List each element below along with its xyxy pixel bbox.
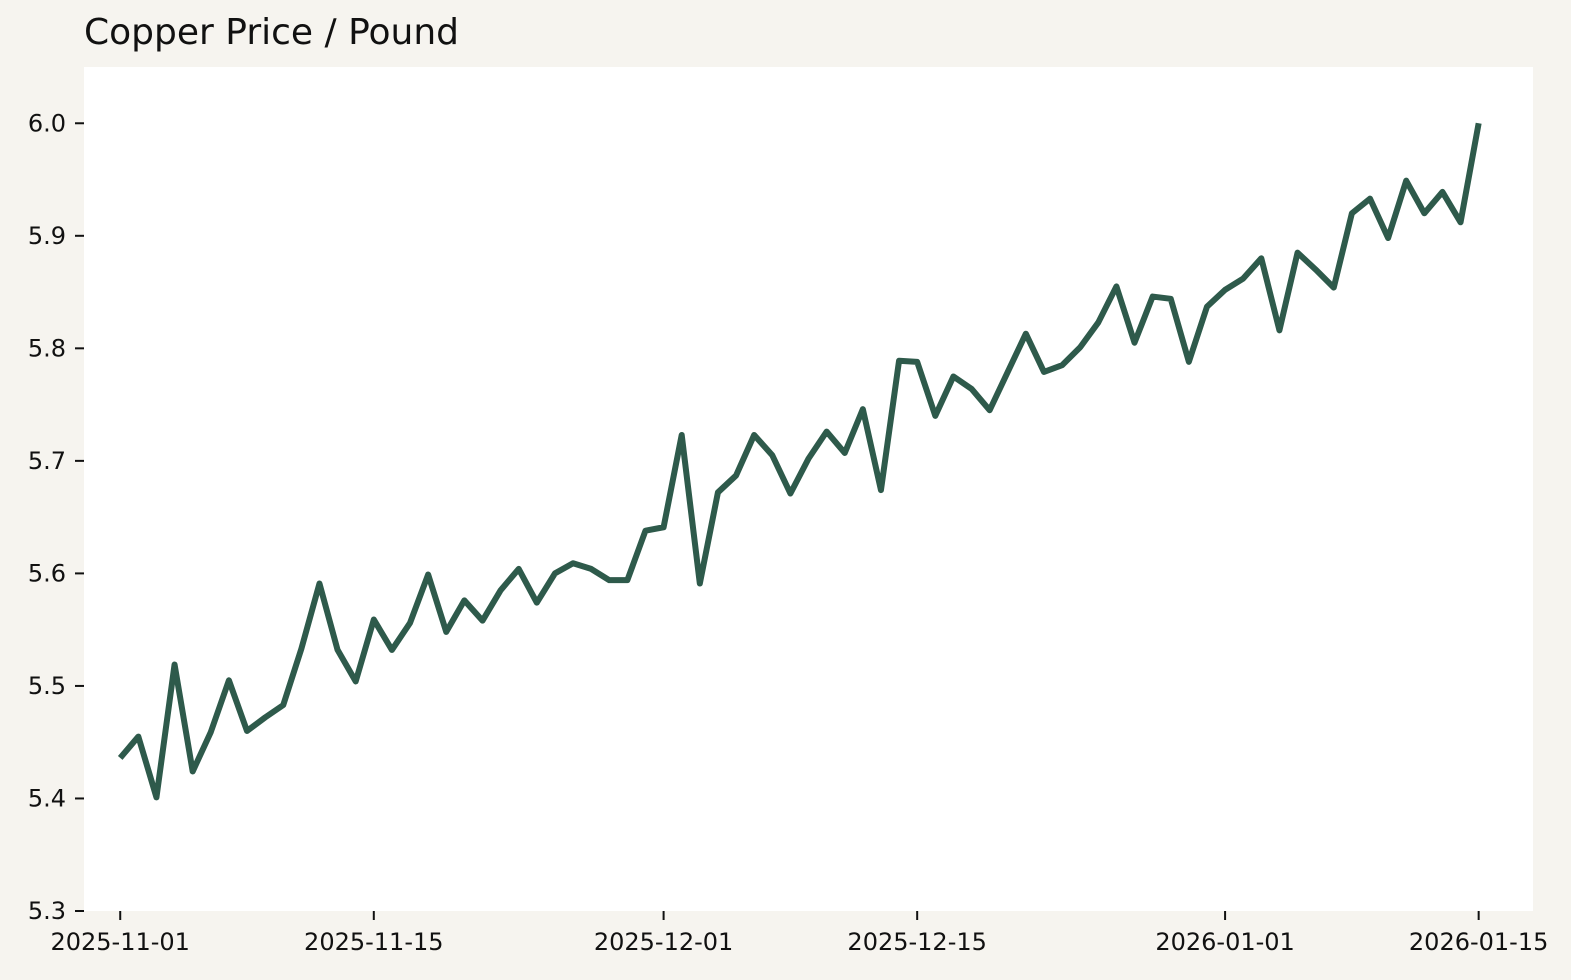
y-tick-label: 5.4 bbox=[28, 784, 66, 812]
x-tick-label: 2025-12-01 bbox=[594, 928, 733, 956]
y-tick-label: 5.9 bbox=[28, 222, 66, 250]
plot-area bbox=[84, 67, 1533, 911]
x-tick-label: 2026-01-15 bbox=[1409, 928, 1548, 956]
y-tick-label: 6.0 bbox=[28, 109, 66, 137]
chart-title: Copper Price / Pound bbox=[84, 12, 460, 53]
y-tick-label: 5.3 bbox=[28, 897, 66, 925]
x-tick-label: 2026-01-01 bbox=[1155, 928, 1294, 956]
y-tick-label: 5.6 bbox=[28, 559, 66, 587]
x-tick-label: 2025-11-01 bbox=[50, 928, 189, 956]
y-tick-label: 5.7 bbox=[28, 447, 66, 475]
series-line bbox=[117, 122, 1482, 801]
y-tick-label: 5.8 bbox=[28, 334, 66, 362]
x-tick-label: 2025-12-15 bbox=[847, 928, 986, 956]
x-tick-label: 2025-11-15 bbox=[304, 928, 443, 956]
y-tick-label: 5.5 bbox=[28, 672, 66, 700]
